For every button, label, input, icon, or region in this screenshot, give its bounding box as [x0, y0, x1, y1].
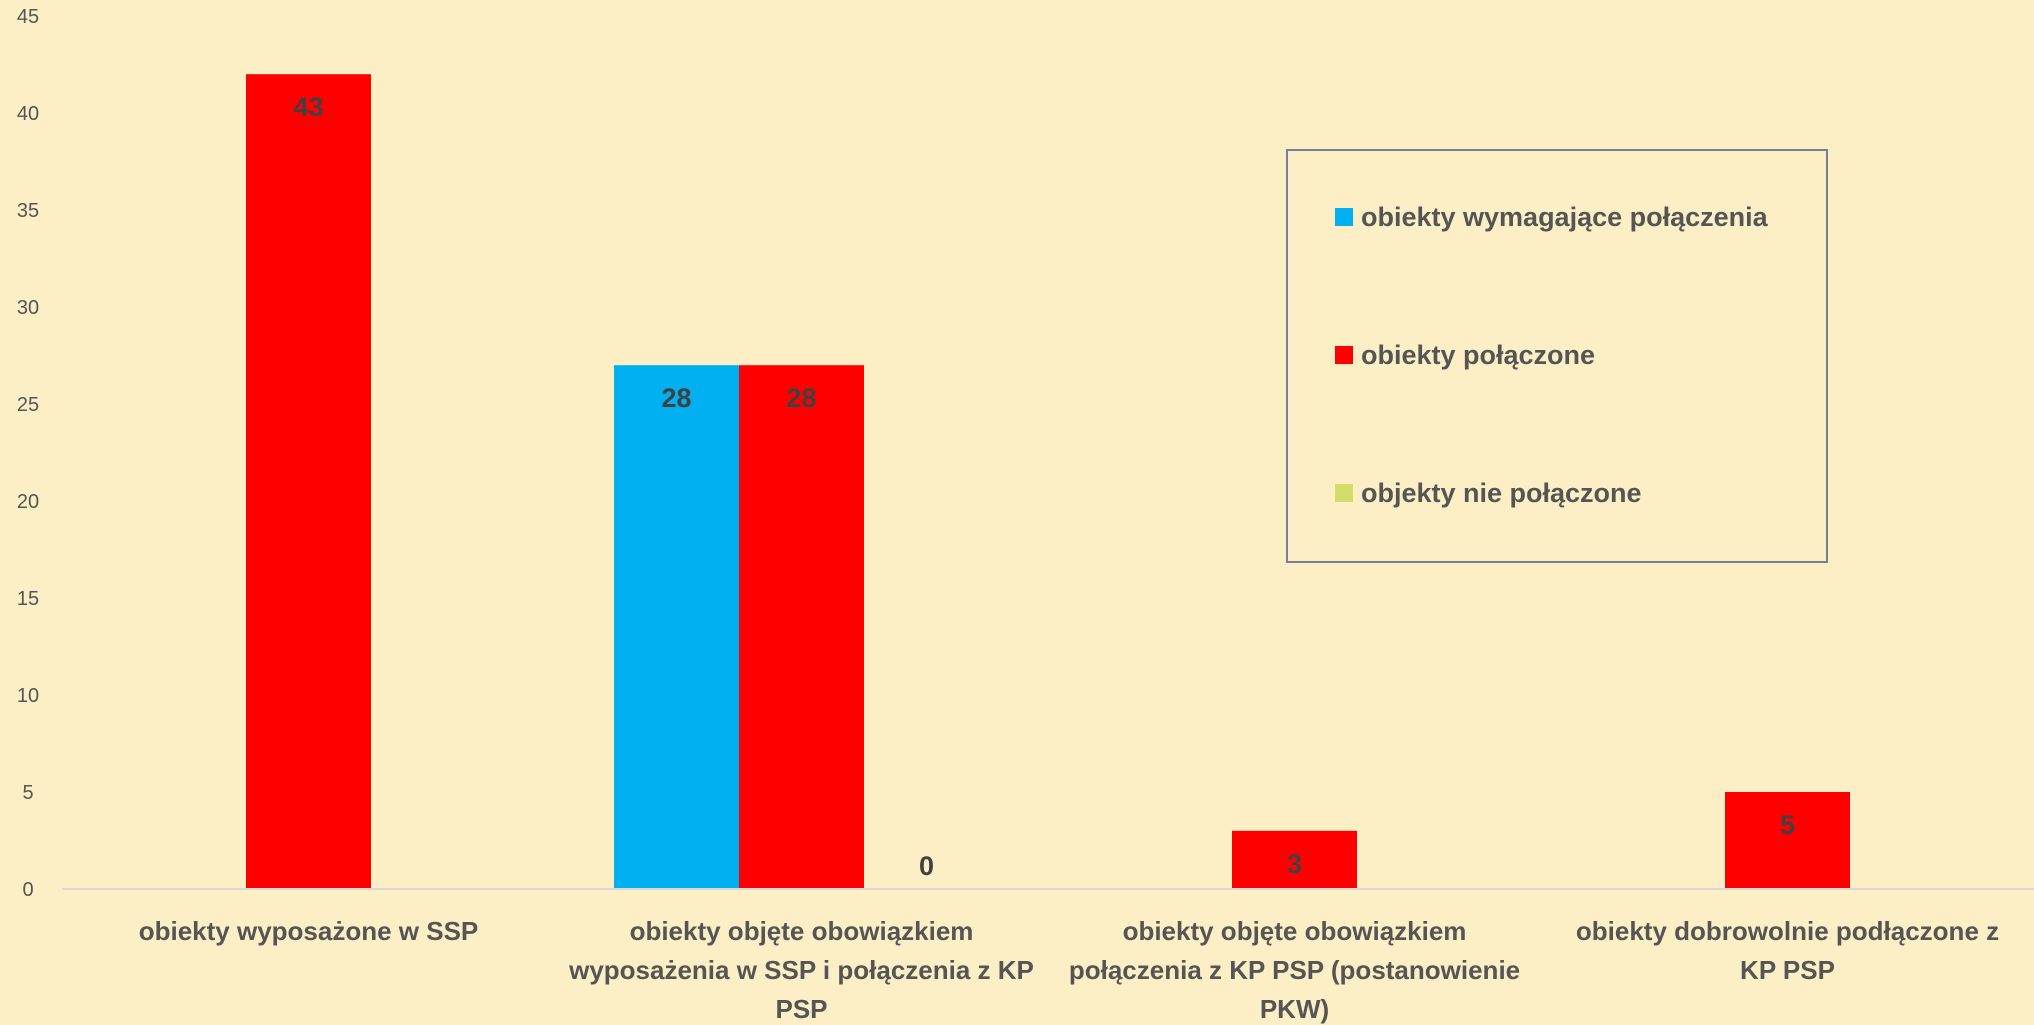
data-label: 0 — [919, 851, 934, 881]
legend-label: objekty nie połączone — [1361, 478, 1642, 508]
bar — [246, 74, 371, 889]
legend: obiekty wymagające połączenia obiekty poł… — [1286, 149, 1828, 563]
data-label: 5 — [1780, 810, 1795, 840]
y-tick-label: 0 — [22, 879, 33, 901]
y-tick-label: 40 — [17, 103, 39, 125]
bar — [1232, 830, 1357, 889]
bar — [1725, 792, 1850, 889]
x-category-label: obiekty objęte obowiązkiem wyposażenia w … — [568, 916, 1034, 1024]
legend-swatch — [1335, 346, 1353, 364]
x-category-label: obiekty dobrowolnie podłączone z KP PSP — [1576, 916, 1999, 985]
data-label: 43 — [293, 92, 323, 122]
legend-swatch — [1335, 208, 1353, 226]
legend-box — [1286, 149, 1828, 563]
bar — [614, 365, 739, 889]
y-tick-label: 5 — [22, 782, 33, 804]
x-category-label: obiekty wyposażone w SSP — [139, 916, 479, 946]
data-label: 28 — [661, 383, 691, 413]
y-axis: 0 5 10 15 20 25 30 35 40 45 — [17, 6, 39, 901]
legend-label: obiekty wymagające połączenia — [1361, 202, 1769, 232]
data-label: 28 — [786, 383, 816, 413]
y-tick-label: 25 — [17, 394, 39, 416]
legend-swatch — [1335, 484, 1353, 502]
data-label: 3 — [1287, 849, 1302, 879]
x-category-label: obiekty objęte obowiązkiem połączenia z K… — [1069, 916, 1520, 1024]
y-tick-label: 35 — [17, 200, 39, 222]
legend-label: obiekty połączone — [1361, 340, 1595, 370]
y-tick-label: 20 — [17, 491, 39, 513]
x-axis-categories: obiekty wyposażone w SSP obiekty objęte o… — [139, 916, 1999, 1024]
y-tick-label: 15 — [17, 588, 39, 610]
bars: 43 28 28 0 3 5 — [246, 74, 1850, 889]
y-tick-label: 30 — [17, 297, 39, 319]
bar — [739, 365, 864, 889]
y-tick-label: 10 — [17, 685, 39, 707]
y-tick-label: 45 — [17, 6, 39, 28]
